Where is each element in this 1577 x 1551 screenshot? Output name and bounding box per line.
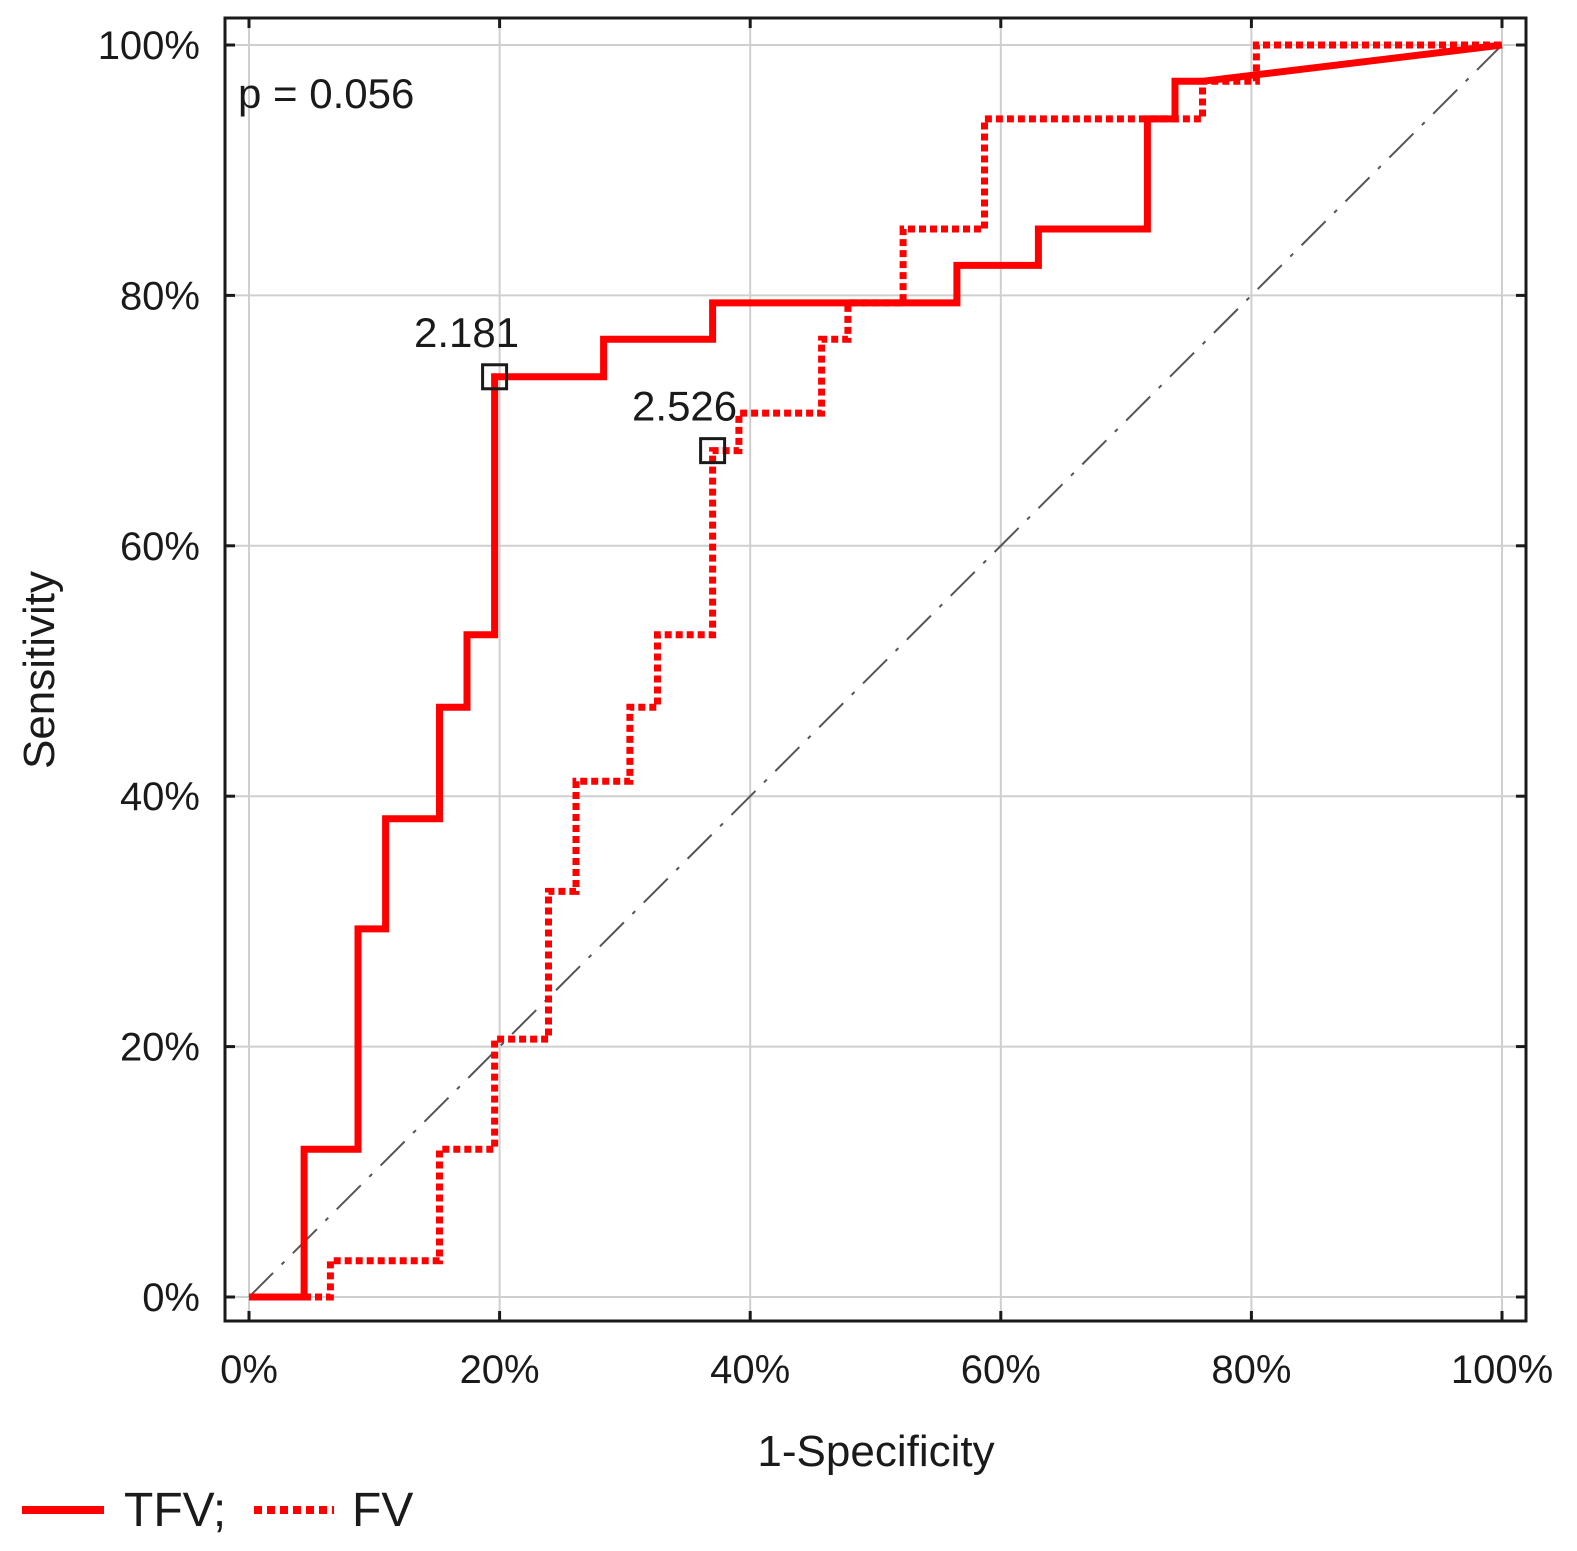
series-line-fv xyxy=(249,41,1502,1301)
reference-diagonal-line xyxy=(248,44,1503,1298)
annotation-layer: 2.181 2.526 xyxy=(414,309,737,465)
legend-label-tfv: TFV; xyxy=(124,1484,226,1537)
x-axis-title: 1-Specificity xyxy=(757,1427,994,1476)
series-line-tfv xyxy=(249,41,1503,1301)
y-tick-label: 100% xyxy=(98,24,200,68)
x-tick-label: 20% xyxy=(460,1348,540,1392)
x-tick-label: 80% xyxy=(1211,1348,1291,1392)
y-tick-label: 40% xyxy=(120,775,200,819)
y-tick-label: 0% xyxy=(142,1276,200,1320)
y-axis-title: Sensitivity xyxy=(15,571,64,769)
cutoff-label-fv: 2.526 xyxy=(632,383,737,430)
x-tick-label: 60% xyxy=(961,1348,1041,1392)
cutoff-marker-fv xyxy=(699,437,727,465)
cutoff-marker-tfv xyxy=(481,363,509,391)
y-tick-label: 20% xyxy=(120,1026,200,1070)
legend-label-fv: FV xyxy=(352,1484,413,1537)
plot-frame xyxy=(223,16,1528,1323)
x-tick-label: 0% xyxy=(220,1348,278,1392)
x-tick-label: 100% xyxy=(1451,1348,1553,1392)
reference-layer xyxy=(248,44,1503,1298)
series-layer xyxy=(249,41,1503,1301)
gridlines xyxy=(225,18,1526,1321)
y-tick-label: 80% xyxy=(120,274,200,318)
tick-layer: 0% 20% 40% 60% 80% 100% 0% 20% 40% 60% 80% 100% xyxy=(98,18,1553,1392)
p-value-label: p = 0.056 xyxy=(238,70,414,117)
legend: TFV; FV xyxy=(22,1484,413,1537)
y-tick-label: 60% xyxy=(120,525,200,569)
x-tick-label: 40% xyxy=(710,1348,790,1392)
cutoff-label-tfv: 2.181 xyxy=(414,309,519,356)
